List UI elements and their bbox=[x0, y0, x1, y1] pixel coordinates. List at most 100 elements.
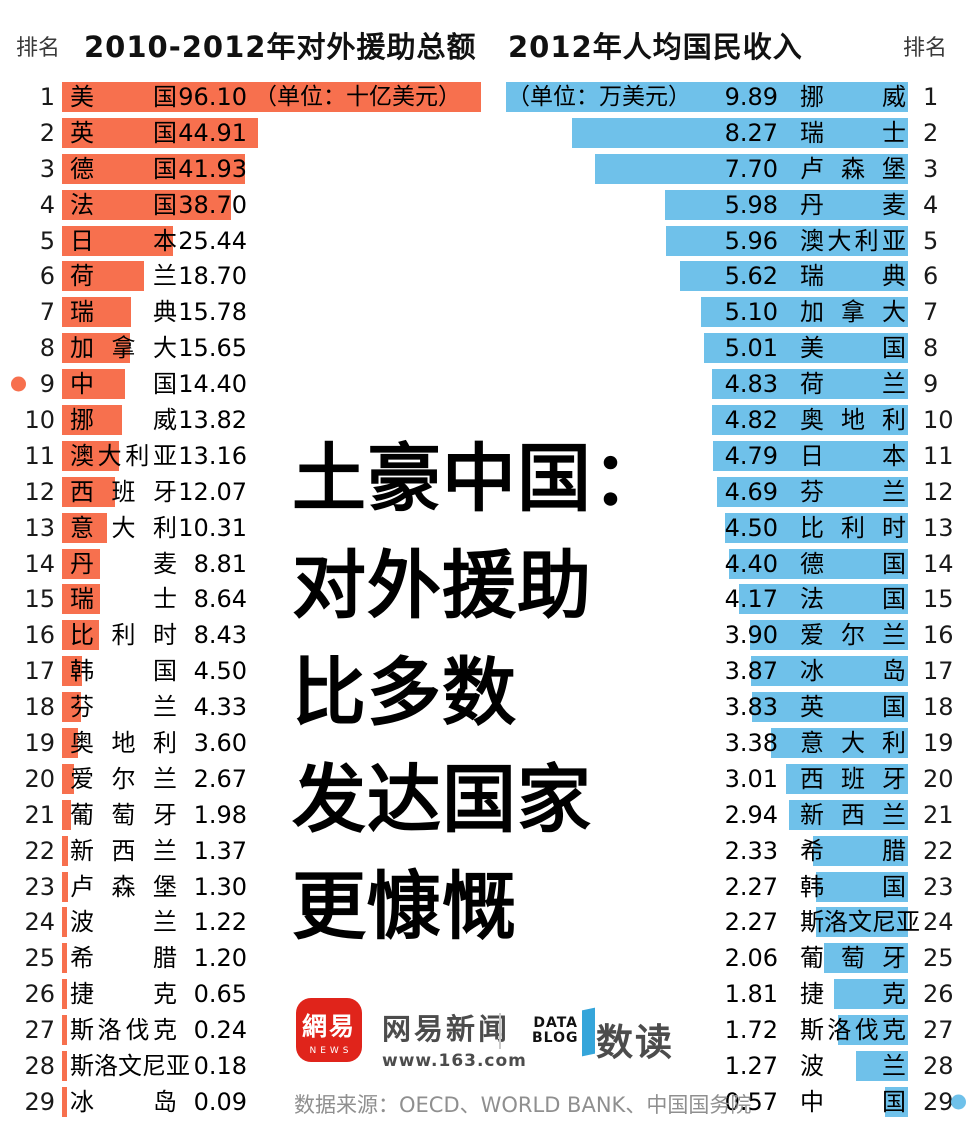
aid-row: 19 奥地利 3.60 bbox=[0, 728, 489, 759]
bar-area: 冰岛 0.09 bbox=[62, 1086, 489, 1117]
value-label: 4.50 bbox=[724, 513, 778, 542]
netease-logo-en: NEWS bbox=[309, 1046, 353, 1056]
value-label: 44.91 bbox=[178, 118, 247, 147]
rank-label: 2 bbox=[39, 118, 55, 147]
rank-label: 7 bbox=[923, 298, 939, 327]
country-label: 挪威 bbox=[800, 83, 906, 111]
income-row: 18 3.83 英国 bbox=[489, 692, 978, 723]
income-bar bbox=[770, 728, 908, 759]
rank-label: 13 bbox=[24, 513, 55, 542]
country-label: 加拿大 bbox=[70, 334, 177, 363]
aid-bar bbox=[62, 369, 125, 400]
headline: 土豪中国： 对外援助 比多数 发达国家 更慷慨 bbox=[292, 426, 667, 961]
bar-area: 8.27 瑞士 bbox=[489, 117, 908, 148]
value-label: 14.40 bbox=[178, 370, 247, 399]
aid-row: 1 美国 96.10 （单位：十亿美元） bbox=[0, 82, 489, 112]
value-label: 4.33 bbox=[193, 693, 247, 722]
value-label: 1.72 bbox=[724, 1016, 778, 1045]
income-row: 7 5.10 加拿大 bbox=[489, 297, 978, 328]
country-label: 波兰 bbox=[70, 908, 177, 937]
income-row: 29 0.57 中国 bbox=[489, 1086, 978, 1117]
aid-bar bbox=[62, 297, 131, 328]
netease-logo-icon: 網易 NEWS bbox=[296, 998, 362, 1062]
datablog-name: 数读 bbox=[596, 1021, 674, 1064]
aid-chart-title: 2010-2012年对外援助总额 bbox=[84, 30, 477, 64]
bar-area: 新西兰 1.37 bbox=[62, 835, 489, 866]
rank-label: 1 bbox=[39, 83, 55, 111]
value-label: 10.31 bbox=[178, 513, 247, 542]
income-bar bbox=[815, 871, 908, 902]
source-note: 数据来源：OECD、WORLD BANK、中国国务院 bbox=[294, 1093, 752, 1117]
aid-row: 22 新西兰 1.37 bbox=[0, 835, 489, 866]
aid-bar bbox=[62, 943, 68, 974]
value-label: 3.87 bbox=[724, 657, 778, 686]
country-label: 斯洛文尼亚 bbox=[70, 1052, 190, 1081]
bar-area: 0.57 中国 bbox=[489, 1086, 908, 1117]
value-label: 4.69 bbox=[724, 477, 778, 506]
value-label: 1.81 bbox=[724, 980, 778, 1009]
rank-label: 10 bbox=[923, 406, 954, 435]
aid-bar bbox=[62, 799, 71, 830]
value-label: 4.79 bbox=[724, 441, 778, 470]
value-label: 13.16 bbox=[178, 441, 247, 470]
value-label: 2.27 bbox=[724, 908, 778, 937]
income-bar bbox=[884, 1086, 908, 1117]
aid-row: 25 希腊 1.20 bbox=[0, 943, 489, 974]
country-label: 瑞士 bbox=[70, 585, 177, 614]
income-row: 6 5.62 瑞典 bbox=[489, 261, 978, 292]
value-label: 38.70 bbox=[178, 190, 247, 219]
rank-label: 10 bbox=[24, 406, 55, 435]
brand-name: 网易新闻 bbox=[382, 1012, 511, 1046]
income-bar bbox=[679, 261, 908, 292]
bar-area: 2.06 葡萄牙 bbox=[489, 943, 908, 974]
value-label: 0.65 bbox=[193, 980, 247, 1009]
income-row: 15 4.17 法国 bbox=[489, 584, 978, 615]
country-label: 捷克 bbox=[70, 980, 177, 1009]
rank-label: 18 bbox=[24, 693, 55, 722]
income-row: 10 4.82 奥地利 bbox=[489, 405, 978, 436]
income-row: 20 3.01 西班牙 bbox=[489, 763, 978, 794]
bar-area: 瑞典 15.78 bbox=[62, 297, 489, 328]
bar-area: 5.96 澳大利亚 bbox=[489, 225, 908, 256]
bar-area: 西班牙 12.07 bbox=[62, 476, 489, 507]
income-row: 28 1.27 波兰 bbox=[489, 1051, 978, 1082]
aid-row: 17 韩国 4.50 bbox=[0, 656, 489, 687]
aid-bar bbox=[62, 1086, 67, 1117]
bar-area: 2.27 斯洛文尼亚 bbox=[489, 907, 920, 938]
income-row: 4 5.98 丹麦 bbox=[489, 189, 978, 220]
value-label: 8.43 bbox=[193, 621, 247, 650]
left-rank-header: 排名 bbox=[16, 36, 61, 61]
value-label: 1.37 bbox=[193, 836, 247, 865]
value-label: 1.20 bbox=[193, 944, 247, 973]
bar-area: （单位：万美元） 9.89 挪威 bbox=[489, 82, 908, 112]
aid-bar bbox=[62, 261, 144, 292]
rank-label: 12 bbox=[24, 477, 55, 506]
country-label: 斯洛伐克 bbox=[800, 1016, 906, 1045]
bar-area: 德国 41.93 bbox=[62, 153, 489, 184]
rank-label: 26 bbox=[923, 980, 954, 1009]
bar-area: 1.72 斯洛伐克 bbox=[489, 1015, 908, 1046]
income-row: 11 4.79 日本 bbox=[489, 440, 978, 471]
country-label: 卢森堡 bbox=[70, 872, 177, 901]
income-bar bbox=[717, 476, 908, 507]
income-row: 22 2.33 希腊 bbox=[489, 835, 978, 866]
bar-area: 斯洛文尼亚 0.18 bbox=[62, 1051, 489, 1082]
value-label: 0.09 bbox=[193, 1087, 247, 1116]
income-chart-title: 2012年人均国民收入 bbox=[508, 30, 803, 64]
country-label: 英国 bbox=[70, 118, 177, 147]
netease-brand: 网易新闻 www.163.com bbox=[382, 1006, 527, 1071]
aid-row: 27 斯洛伐克 0.24 bbox=[0, 1015, 489, 1046]
aid-row: 18 芬兰 4.33 bbox=[0, 692, 489, 723]
bar-area: 奥地利 3.60 bbox=[62, 728, 489, 759]
income-bar bbox=[788, 799, 908, 830]
bar-area: 法国 38.70 bbox=[62, 189, 489, 220]
income-row: 24 2.27 斯洛文尼亚 bbox=[489, 907, 978, 938]
country-label: 加拿大 bbox=[800, 298, 906, 327]
rank-label: 3 bbox=[923, 154, 939, 183]
rank-label: 23 bbox=[923, 872, 954, 901]
bar-area: 5.98 丹麦 bbox=[489, 189, 908, 220]
value-label: 0.18 bbox=[193, 1052, 247, 1081]
headline-line: 对外援助 bbox=[292, 543, 592, 629]
datablog-line2: BLOG bbox=[532, 1030, 579, 1046]
rank-label: 1 bbox=[923, 83, 939, 111]
